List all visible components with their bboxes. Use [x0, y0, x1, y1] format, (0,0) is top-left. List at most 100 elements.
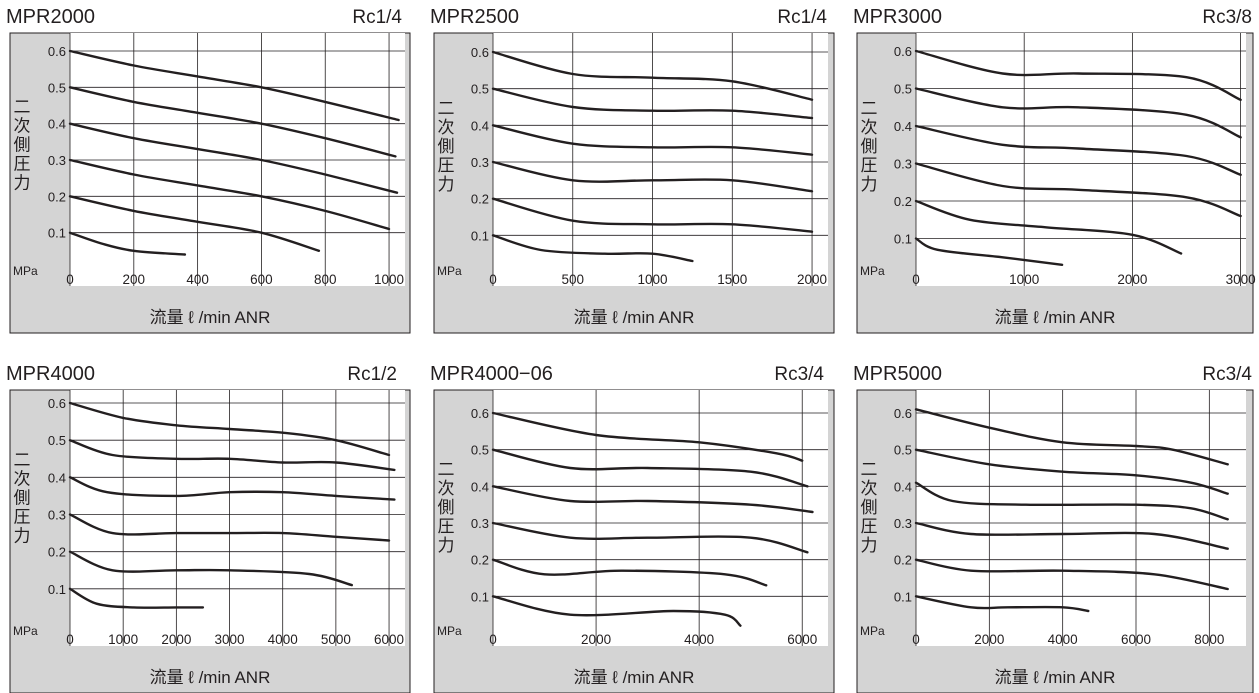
y-axis-label: 二次側圧力	[858, 460, 878, 555]
series-line-3	[914, 481, 1229, 521]
chart-title: MPR2500	[430, 6, 519, 28]
series-line-5	[68, 550, 353, 587]
series-line-5	[914, 199, 1183, 255]
y-tick-label: 0.2	[471, 192, 489, 207]
series-line-5	[68, 195, 321, 252]
y-tick-label: 0.5	[894, 82, 912, 97]
x-tick-label: 1000	[108, 632, 138, 647]
y-tick-label: 0.5	[471, 443, 489, 458]
x-axis-label: 流量 ℓ /min ANR	[574, 668, 695, 687]
x-tick-label: 2000	[161, 632, 191, 647]
port-size-label: Rc1/4	[777, 7, 827, 28]
series-line-2	[491, 448, 809, 488]
x-tick-label: 6000	[1121, 632, 1151, 647]
series-line-3	[68, 122, 399, 194]
y-tick-label: 0.1	[894, 589, 912, 604]
series-line-3	[491, 485, 814, 514]
y-tick-label: 0.2	[48, 545, 66, 560]
x-tick-label: 0	[489, 632, 497, 647]
x-tick-label: 3000	[215, 632, 245, 647]
x-axis-label: 流量 ℓ /min ANR	[995, 308, 1116, 327]
series-line-1	[68, 49, 400, 122]
series-line-2	[491, 87, 814, 120]
port-size-label: Rc1/4	[352, 7, 402, 28]
series-line-6	[914, 237, 1064, 266]
x-tick-label: 2000	[797, 272, 827, 287]
x-tick-label: 1000	[1009, 272, 1039, 287]
x-axis-label: 流量 ℓ /min ANR	[574, 308, 695, 327]
x-axis-label: 流量 ℓ /min ANR	[995, 668, 1116, 687]
plot-area	[493, 390, 828, 646]
y-tick-label: 0.3	[471, 516, 489, 531]
series-line-2	[914, 448, 1229, 495]
y-tick-label: 0.6	[471, 45, 489, 60]
x-tick-label: 4000	[684, 632, 714, 647]
x-tick-label: 4000	[1048, 632, 1078, 647]
x-tick-label: 500	[561, 272, 584, 287]
series-line-6	[914, 595, 1090, 613]
x-tick-label: 800	[314, 272, 337, 287]
x-tick-label: 0	[489, 272, 497, 287]
series-line-4	[491, 160, 814, 193]
x-axis-label: 流量 ℓ /min ANR	[150, 308, 271, 327]
port-size-label: Rc3/4	[1202, 364, 1252, 385]
y-tick-label: 0.3	[471, 155, 489, 170]
y-unit-label: MPa	[13, 264, 38, 278]
y-tick-label: 0.4	[48, 117, 66, 132]
x-tick-label: 1000	[638, 272, 668, 287]
y-unit-label: MPa	[13, 624, 38, 638]
series-line-2	[68, 439, 396, 472]
series-line-6	[68, 587, 205, 609]
y-tick-label: 0.6	[471, 406, 489, 421]
y-tick-label: 0.4	[894, 119, 912, 134]
series-line-3	[914, 124, 1242, 176]
y-tick-label: 0.4	[894, 479, 912, 494]
x-tick-label: 2000	[1117, 272, 1147, 287]
y-axis-label: 二次側圧力	[11, 451, 31, 546]
series-line-1	[491, 411, 804, 462]
series-line-1	[914, 408, 1229, 466]
y-tick-label: 0.5	[48, 433, 66, 448]
chart-panel-1: MPR2000 Rc1/4 0.1 0.2 0.3 0.4 0.5 0.6 0 200 400 600…	[6, 6, 411, 334]
x-tick-label: 6000	[787, 632, 817, 647]
x-tick-label: 4000	[268, 632, 298, 647]
plot-area	[70, 390, 405, 646]
series-line-1	[914, 49, 1242, 101]
series-line-4	[914, 162, 1242, 218]
series-line-3	[491, 124, 814, 156]
y-tick-label: 0.3	[894, 157, 912, 172]
y-axis-label: 二次側圧力	[435, 460, 455, 555]
chart-panel-4: MPR4000 Rc1/2 0.1 0.2 0.3 0.4 0.5 0.6 0 1000 2000 3…	[6, 363, 411, 693]
y-unit-label: MPa	[860, 624, 885, 638]
y-axis-label: 二次側圧力	[858, 99, 878, 194]
y-axis-label: 二次側圧力	[435, 99, 455, 194]
y-unit-label: MPa	[860, 264, 885, 278]
chart-title: MPR4000−06	[430, 363, 553, 385]
x-tick-label: 1500	[717, 272, 747, 287]
port-size-label: Rc1/2	[347, 364, 397, 385]
y-tick-label: 0.1	[471, 589, 489, 604]
series-line-4	[914, 521, 1229, 550]
x-tick-label: 400	[186, 272, 209, 287]
x-tick-label: 3000	[1226, 272, 1256, 287]
y-tick-label: 0.3	[48, 153, 66, 168]
port-size-label: Rc3/4	[774, 364, 824, 385]
x-tick-label: 5000	[321, 632, 351, 647]
x-tick-label: 0	[66, 632, 74, 647]
x-tick-label: 2000	[974, 632, 1004, 647]
x-tick-label: 8000	[1194, 632, 1224, 647]
plot-area	[493, 33, 828, 286]
series-line-1	[491, 50, 814, 101]
plot-area	[916, 33, 1246, 286]
y-tick-label: 0.2	[894, 194, 912, 209]
x-axis-label: 流量 ℓ /min ANR	[150, 668, 271, 687]
y-tick-label: 0.4	[471, 479, 489, 494]
y-tick-label: 0.5	[471, 82, 489, 97]
y-tick-label: 0.1	[894, 232, 912, 247]
chart-panel-3: MPR3000 Rc3/8 0.1 0.2 0.3 0.4 0.5 0.6 0 1000 2000 3…	[853, 6, 1256, 334]
x-tick-label: 1000	[374, 272, 404, 287]
series-line-4	[68, 158, 391, 231]
y-unit-label: MPa	[437, 264, 462, 278]
chart-panel-2: MPR2500 Rc1/4 0.1 0.2 0.3 0.4 0.5 0.6 0 500 1000 15…	[430, 6, 835, 334]
y-tick-label: 0.4	[471, 118, 489, 133]
